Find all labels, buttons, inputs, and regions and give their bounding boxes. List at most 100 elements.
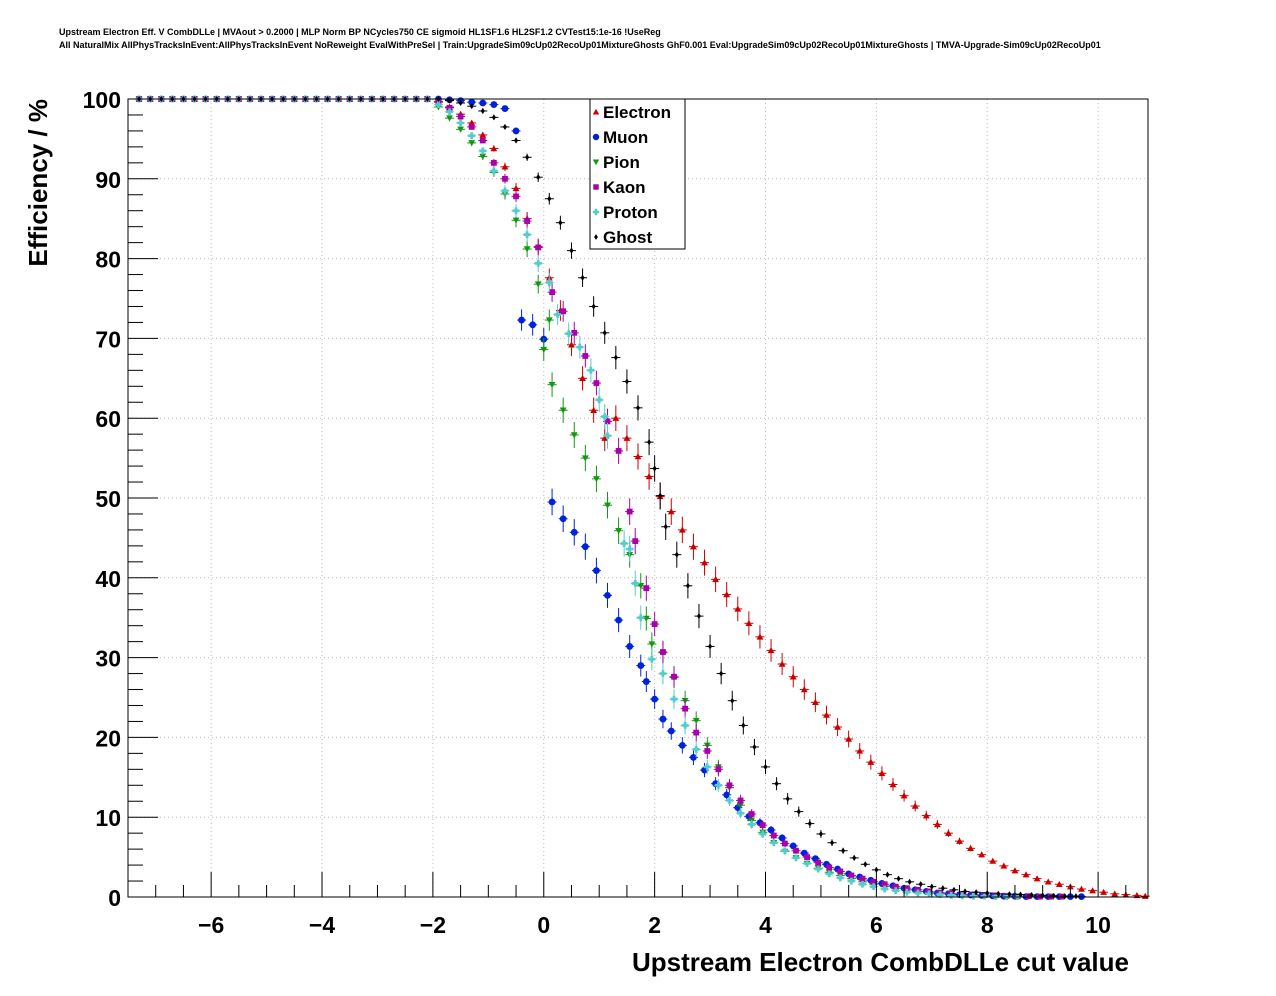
x-tick-label: 4 [759,912,772,938]
data-point-ghost [907,878,912,885]
data-point-ghost [1062,893,1067,900]
data-point-ghost [708,643,713,650]
data-point-electron [734,605,742,612]
data-point-electron [712,575,720,583]
data-point-kaon [903,885,910,892]
data-point-ghost [818,830,823,838]
data-point-ghost [730,697,735,704]
data-point-kaon [582,353,589,359]
data-point-proton [748,820,756,828]
data-point-ghost [1007,891,1012,898]
data-point-muon [642,678,650,685]
data-point-electron [1033,875,1041,882]
data-point-ghost [996,890,1001,897]
data-point-electron [756,633,764,640]
data-point-muon [490,101,498,108]
data-point-ghost [547,195,552,202]
data-point-muon [659,715,667,723]
data-point-electron [1111,890,1119,897]
data-point-pion [534,281,542,288]
data-point-electron [800,686,808,693]
data-point-kaon [682,705,689,712]
data-point-pion [479,153,487,160]
data-point-ghost [963,888,968,895]
data-point-kaon [468,124,475,130]
data-point-proton [601,413,609,421]
data-point-electron [811,698,819,706]
data-point-proton [726,797,733,804]
data-point-pion [593,476,600,483]
data-point-kaon [593,380,600,386]
data-point-muon [559,515,567,523]
data-point-electron [612,414,620,421]
data-point-muon [529,321,537,329]
data-point-pion [570,432,578,439]
y-tick-label: 80 [95,247,121,273]
data-point-ghost [480,107,485,115]
data-point-ghost [514,137,519,144]
data-point-proton [637,614,645,622]
data-point-proton [714,781,722,789]
data-point-kaon [651,621,658,627]
data-point-ghost [558,219,563,226]
data-point-muon [570,528,578,536]
data-point-muon [678,741,686,749]
data-point-electron [745,619,753,627]
data-point-electron [501,163,509,170]
data-point-electron [1011,867,1019,874]
data-point-electron [1089,887,1096,894]
data-point-ghost [685,582,690,589]
legend-label-muon: Muon [603,128,648,147]
axis-ticks [128,98,1127,898]
data-point-ghost [469,103,474,110]
data-point-kaon [748,811,755,817]
y-tick-label: 90 [95,167,121,193]
data-point-electron [1044,878,1052,885]
data-point-proton [903,888,911,896]
data-point-kaon [457,113,464,120]
legend-label-kaon: Kaon [603,178,646,197]
data-point-pion [512,217,520,224]
data-point-proton [848,877,855,885]
x-tick-label: −6 [198,912,224,938]
data-point-electron [922,812,930,819]
data-point-ghost [774,780,779,787]
data-point-proton [457,119,465,127]
data-point-electron [834,723,841,730]
data-point-ghost [525,154,530,161]
data-point-muon [690,753,697,761]
data-point-proton [490,167,498,175]
data-point-proton [468,132,476,140]
data-point-proton [969,892,977,900]
data-point-electron [978,851,986,858]
data-point-pion [648,641,656,648]
data-point-muon [518,316,525,324]
data-point-kaon [770,832,777,839]
data-point-electron [634,453,642,460]
data-point-proton [534,259,542,267]
data-point-proton [825,870,833,878]
data-point-kaon [848,872,855,879]
data-point-kaon [815,859,822,866]
x-tick-label: 8 [981,912,994,938]
data-point-ghost [502,123,507,130]
data-point-proton [659,670,667,677]
data-point-ghost [458,99,463,107]
data-point-proton [692,745,700,753]
data-point-muon [604,591,611,599]
data-point-ghost [1073,893,1078,900]
data-point-pion [637,583,645,590]
data-point-electron [512,184,520,192]
data-point-proton [620,540,628,547]
data-point-electron [911,802,919,809]
data-point-electron [667,508,675,515]
y-tick-label: 20 [95,725,121,751]
data-point-kaon [446,104,453,111]
data-point-kaon [549,289,555,296]
data-point-muon [548,498,556,506]
data-point-ghost [635,404,641,411]
data-point-proton [759,830,767,838]
legend-marker-kaon [593,184,599,190]
